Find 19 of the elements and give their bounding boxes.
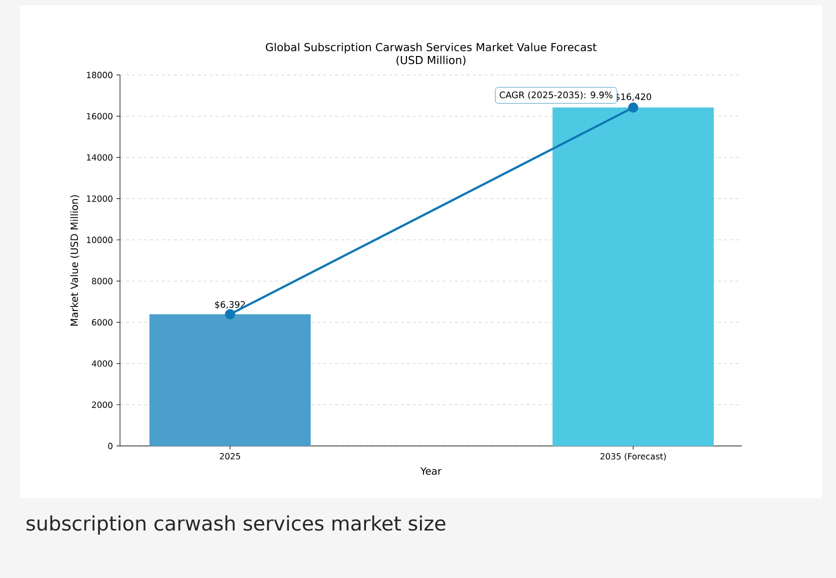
y-tick-label: 2000 (92, 402, 112, 408)
y-tick-label: 16000 (86, 113, 112, 120)
y-tick-label: 14000 (86, 154, 112, 161)
x-axis-title: Year (420, 467, 442, 475)
y-tick-label: 0 (108, 442, 112, 450)
y-axis-title: Market Value (USD Million) (70, 195, 80, 326)
y-tick-label: 12000 (86, 195, 112, 202)
y-tick-label: 8000 (92, 278, 112, 284)
text: subscription carwash services market size (26, 515, 446, 535)
y-tick-label: 6000 (92, 319, 112, 326)
data-label: $16,420 (615, 93, 652, 102)
chart-title: Global Subscription Carwash Services Market Value Forecast (USD Million) (266, 42, 597, 66)
x-tick-label: 2025 (220, 453, 240, 460)
y-tick-label: 4000 (92, 360, 112, 367)
y-tick-label: 18000 (86, 72, 112, 78)
annotation: CAGR (2025-2035): 9.9% (500, 91, 612, 100)
data-label: $6,392 (215, 300, 245, 310)
x-tick-label: 2035 (Forecast) (600, 453, 666, 461)
y-tick-label: 10000 (86, 236, 112, 244)
